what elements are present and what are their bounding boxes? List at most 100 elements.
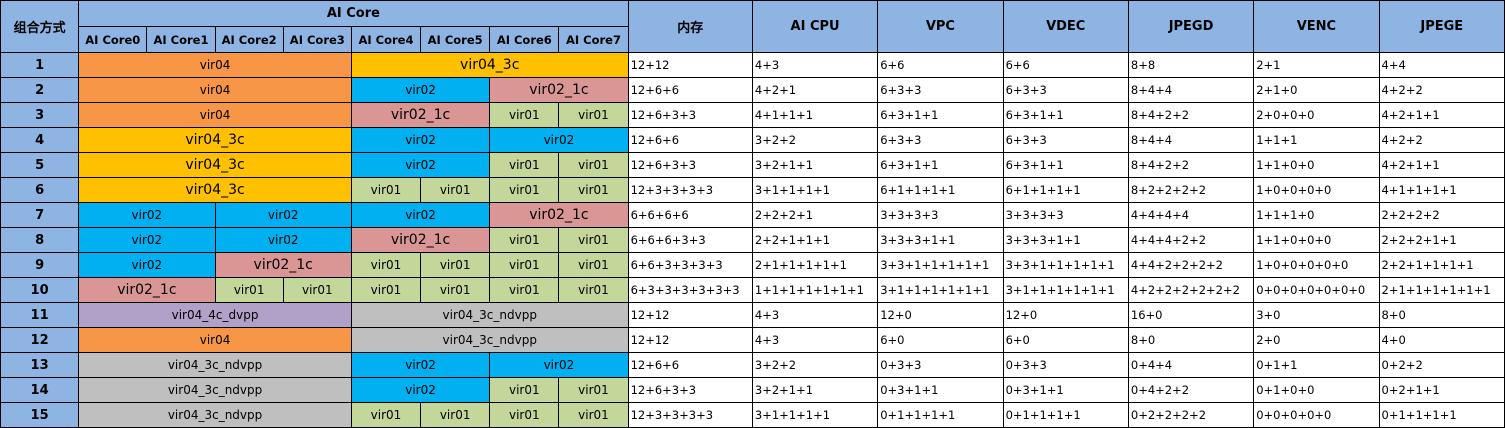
header-jpegd: JPEGD — [1127, 0, 1255, 53]
core-partition-cell: vir02_1c — [489, 77, 629, 103]
jpege-cell: 0+2+1+1 — [1378, 377, 1505, 403]
core-partition-cell: vir04_3c_ndvpp — [78, 352, 352, 378]
jpege-cell: 8+0 — [1378, 302, 1505, 328]
core-partition-cell: vir04_3c — [350, 52, 629, 78]
jpege-cell: 4+2+1+1 — [1378, 102, 1505, 128]
memory-cell: 12+6+6 — [627, 127, 753, 153]
jpege-cell: 4+0 — [1378, 327, 1505, 353]
vdec-cell: 3+1+1+1+1+1+1 — [1002, 277, 1129, 303]
core-partition-cell: vir01 — [420, 177, 491, 203]
combo-index: 2 — [0, 77, 80, 103]
core-partition-cell: vir04 — [78, 52, 352, 78]
table-row: 14 vir04_3c_ndvpp vir02 vir01 vir01 12+6+3+3 3… — [0, 377, 1505, 403]
venc-cell: 1+0+0+0+0 — [1253, 177, 1380, 203]
jpege-cell: 0+1+1+1+1 — [1378, 402, 1505, 428]
core-partition-cell: vir04 — [78, 327, 352, 353]
ai-cpu-cell: 3+2+2 — [751, 127, 879, 153]
core-partition-cell: vir01 — [420, 277, 491, 303]
core-partition-cell: vir04_3c — [78, 152, 352, 178]
venc-cell: 1+1+1 — [1253, 127, 1380, 153]
ai-cpu-cell: 3+1+1+1+1 — [751, 177, 879, 203]
combo-index: 12 — [0, 327, 80, 353]
jpege-cell: 2+2+2+2 — [1378, 202, 1505, 228]
vdec-cell: 0+3+3 — [1002, 352, 1129, 378]
header-memory: 内存 — [627, 0, 753, 53]
ai-cpu-cell: 3+2+2 — [751, 352, 879, 378]
core-partition-cell: vir01 — [489, 102, 560, 128]
core-partition-cell: vir04_3c_ndvpp — [78, 377, 352, 403]
memory-cell: 12+12 — [627, 302, 753, 328]
core-partition-cell: vir01 — [420, 402, 491, 428]
venc-cell: 2+0+0+0 — [1253, 102, 1380, 128]
venc-cell: 0+0+0+0+0 — [1253, 402, 1380, 428]
vpc-cell: 12+0 — [877, 302, 1004, 328]
core-partition-cell: vir04 — [78, 77, 352, 103]
vpc-cell: 6+6 — [877, 52, 1004, 78]
table-row: 15 vir04_3c_ndvpp vir01 vir01 vir01 vir01 12+3… — [0, 402, 1505, 428]
core-partition-cell: vir02 — [350, 202, 491, 228]
vpc-cell: 3+3+1+1+1+1+1 — [877, 252, 1004, 278]
core-partition-cell: vir02_1c — [78, 277, 216, 303]
ai-cpu-cell: 2+1+1+1+1+1 — [751, 252, 879, 278]
combo-index: 14 — [0, 377, 80, 403]
core-partition-cell: vir01 — [350, 277, 422, 303]
header-core-5: AI Core5 — [420, 26, 491, 53]
header-ai-cpu: AI CPU — [751, 0, 879, 53]
vdec-cell: 6+3+3 — [1002, 127, 1129, 153]
header-vdec: VDEC — [1002, 0, 1129, 53]
jpege-cell: 4+2+2 — [1378, 127, 1505, 153]
header-combo: 组合方式 — [0, 0, 80, 53]
memory-cell: 12+6+6 — [627, 352, 753, 378]
table-row: 1 vir04 vir04_3c 12+12 4+3 6+6 6+6 8+8 2+1 4+4 — [0, 52, 1505, 78]
vpc-cell: 0+1+1+1+1 — [877, 402, 1004, 428]
core-partition-cell: vir02 — [350, 127, 491, 153]
vpc-cell: 0+3+1+1 — [877, 377, 1004, 403]
venc-cell: 1+0+0+0+0+0 — [1253, 252, 1380, 278]
core-partition-cell: vir01 — [350, 252, 422, 278]
jpegd-cell: 0+4+2+2 — [1127, 377, 1255, 403]
ai-cpu-cell: 2+2+2+1 — [751, 202, 879, 228]
core-partition-cell: vir01 — [489, 177, 560, 203]
jpege-cell: 4+2+2 — [1378, 77, 1505, 103]
combo-index: 4 — [0, 127, 80, 153]
jpegd-cell: 8+4+2+2 — [1127, 152, 1255, 178]
vdec-cell: 12+0 — [1002, 302, 1129, 328]
jpege-cell: 4+2+1+1 — [1378, 152, 1505, 178]
combo-index: 5 — [0, 152, 80, 178]
combo-index: 8 — [0, 227, 80, 253]
combo-index: 10 — [0, 277, 80, 303]
core-partition-cell: vir01 — [282, 277, 352, 303]
vdec-cell: 6+6 — [1002, 52, 1129, 78]
core-partition-cell: vir02 — [489, 352, 629, 378]
core-partition-cell: vir01 — [489, 252, 560, 278]
memory-cell: 12+6+3+3 — [627, 377, 753, 403]
jpegd-cell: 0+4+4 — [1127, 352, 1255, 378]
ai-cpu-cell: 4+1+1+1 — [751, 102, 879, 128]
memory-cell: 6+3+3+3+3+3+3 — [627, 277, 753, 303]
venc-cell: 1+1+0+0+0 — [1253, 227, 1380, 253]
jpege-cell: 0+2+2 — [1378, 352, 1505, 378]
ai-cpu-cell: 4+2+1 — [751, 77, 879, 103]
table-row: 10 vir02_1c vir01 vir01 vir01 vir01 vir01 vir01… — [0, 277, 1505, 303]
core-partition-cell: vir01 — [350, 177, 422, 203]
memory-cell: 12+6+3+3 — [627, 152, 753, 178]
core-partition-cell: vir01 — [420, 252, 491, 278]
venc-cell: 0+0+0+0+0+0+0 — [1253, 277, 1380, 303]
jpegd-cell: 8+4+4 — [1127, 77, 1255, 103]
memory-cell: 12+6+3+3 — [627, 102, 753, 128]
header-ai-core: AI Core — [78, 0, 629, 27]
vdec-cell: 6+3+1+1 — [1002, 102, 1129, 128]
jpege-cell: 2+1+1+1+1+1+1 — [1378, 277, 1505, 303]
table-row: 6 vir04_3c vir01 vir01 vir01 vir01 12+3+3+3+3 3… — [0, 177, 1505, 203]
venc-cell: 0+1+1 — [1253, 352, 1380, 378]
vdec-cell: 0+3+1+1 — [1002, 377, 1129, 403]
memory-cell: 12+12 — [627, 327, 753, 353]
core-partition-cell: vir02 — [350, 77, 491, 103]
combo-index: 13 — [0, 352, 80, 378]
jpegd-cell: 8+4+2+2 — [1127, 102, 1255, 128]
combo-index: 3 — [0, 102, 80, 128]
core-partition-cell: vir01 — [489, 377, 560, 403]
core-partition-cell: vir02 — [350, 352, 491, 378]
core-partition-cell: vir04_4c_dvpp — [78, 302, 352, 328]
